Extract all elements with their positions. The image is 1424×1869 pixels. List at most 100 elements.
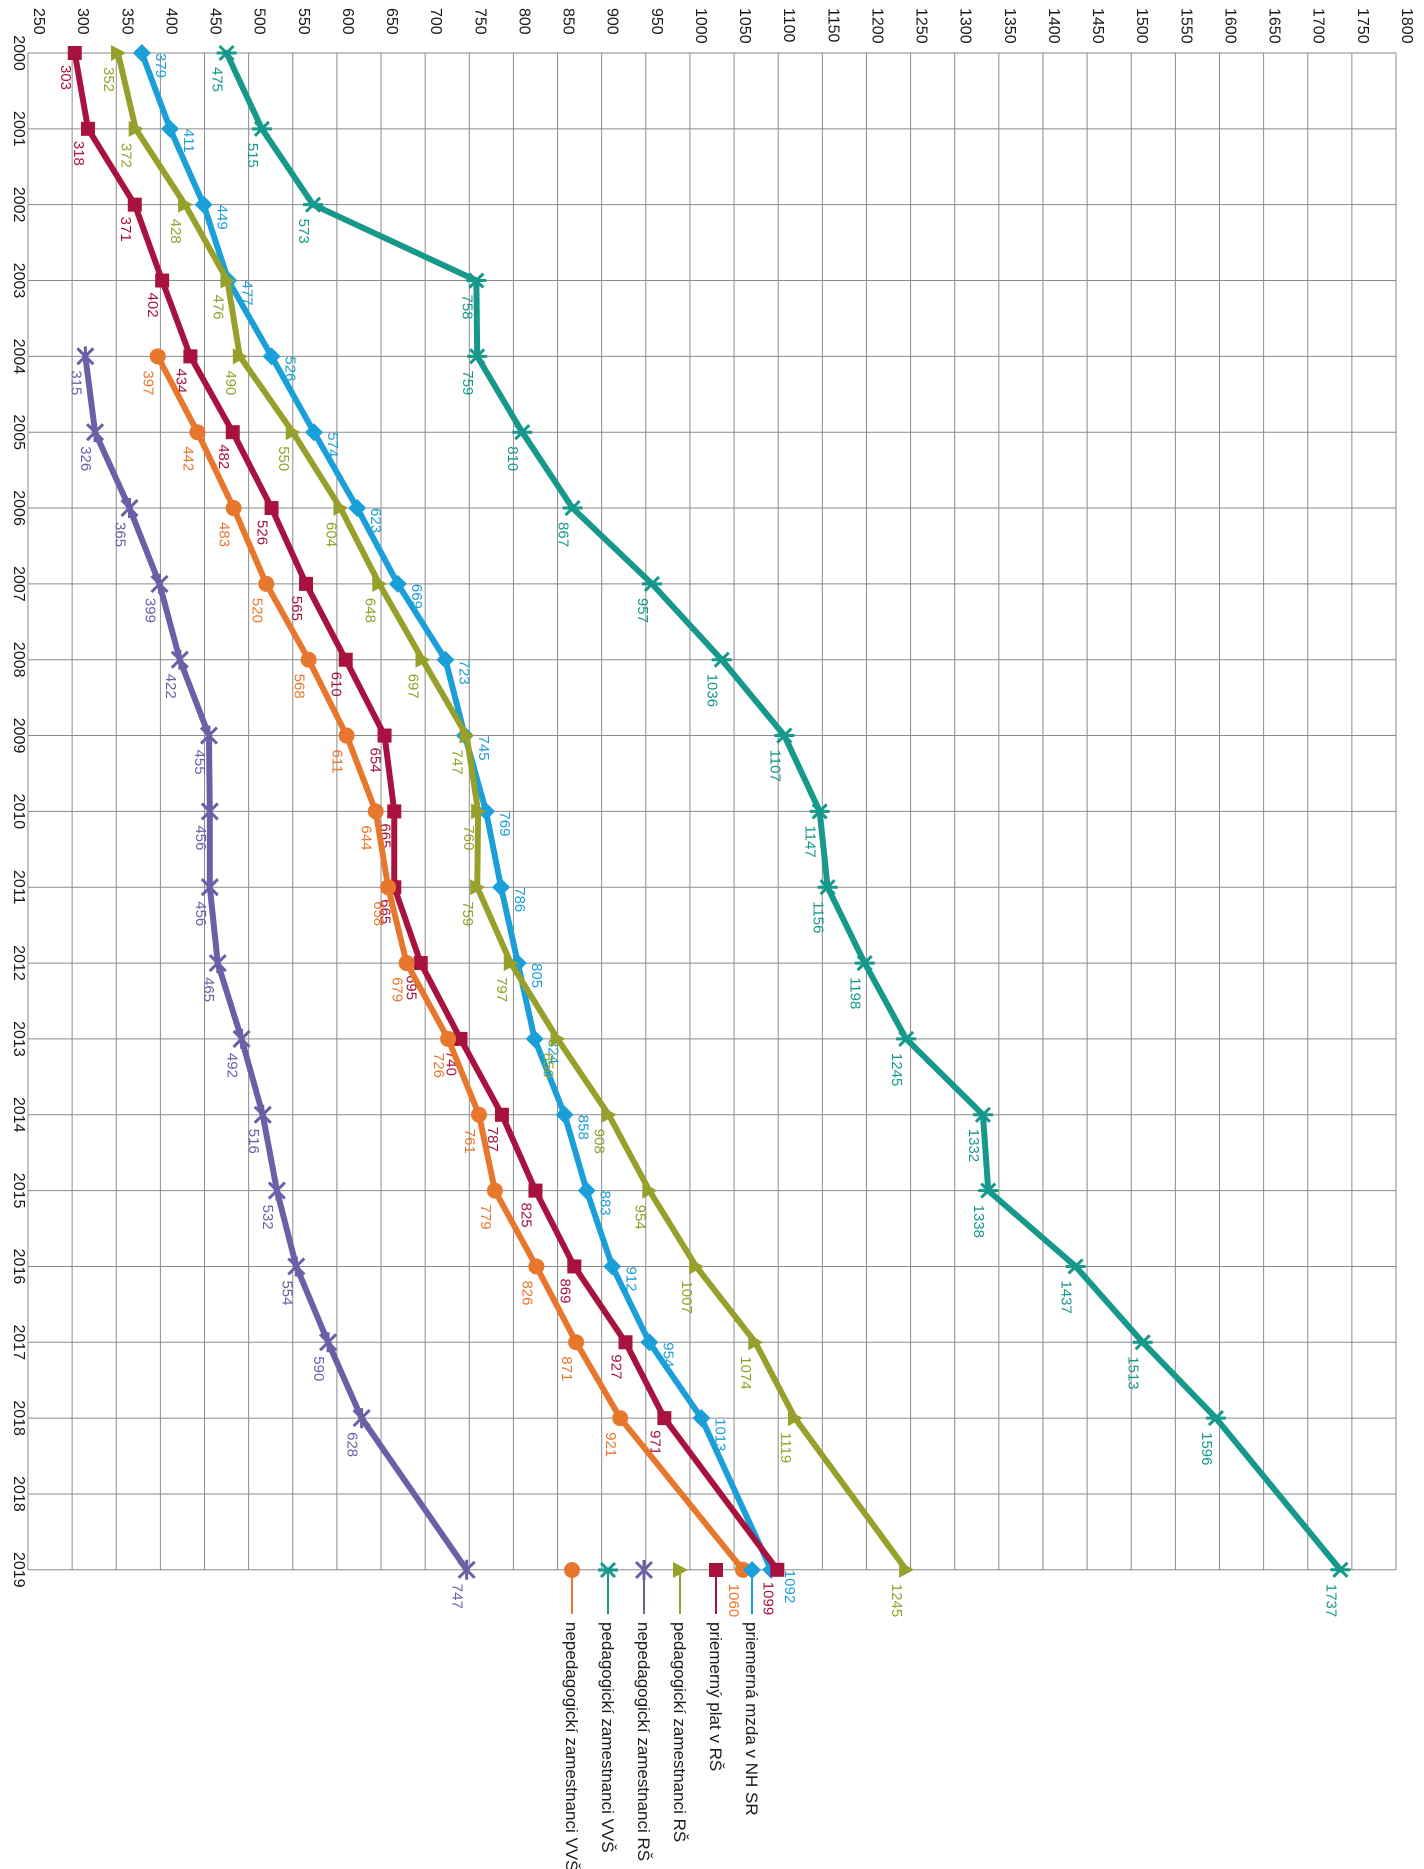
category-tick-label: 2007	[10, 566, 27, 602]
data-label: 679	[389, 977, 406, 1002]
data-label: 726	[430, 1053, 447, 1078]
category-tick-label: 2015	[10, 1173, 27, 1209]
data-point	[319, 1332, 338, 1353]
data-label: 554	[278, 1280, 295, 1305]
data-label: 779	[477, 1205, 494, 1230]
data-label: 1074	[737, 1356, 754, 1389]
data-point	[512, 424, 533, 441]
data-point	[208, 953, 227, 974]
legend-label: nepedagogickí zamestnanci RŠ	[634, 1622, 653, 1861]
data-label: 957	[634, 598, 651, 623]
data-label: 1198	[847, 977, 864, 1009]
series-line	[154, 353, 746, 1573]
value-tick-label: 1800	[1398, 8, 1415, 44]
data-point	[287, 1256, 306, 1277]
legend-item: priemerná mzda v NH SR	[742, 1561, 761, 1816]
data-label: 475	[209, 67, 226, 92]
data-point	[528, 1183, 543, 1198]
legend-marker	[709, 1563, 723, 1577]
category-tick-label: 2003	[10, 263, 27, 299]
data-point	[178, 196, 194, 213]
data-label: 456	[192, 825, 209, 850]
value-tick-label: 1600	[1221, 8, 1238, 44]
data-point	[413, 956, 428, 971]
legend-label: pedagogickí zamestnanci RŠ	[670, 1622, 689, 1842]
data-point	[896, 1030, 917, 1047]
data-label: 867	[555, 522, 572, 547]
data-label: 352	[100, 67, 117, 92]
data-label: 786	[511, 887, 528, 912]
data-point	[550, 1030, 566, 1047]
value-tick-label: 250	[30, 8, 47, 35]
data-point	[748, 1334, 764, 1351]
data-point	[388, 574, 407, 593]
data-label: 520	[248, 598, 265, 623]
data-point	[225, 500, 242, 517]
data-point	[562, 499, 583, 517]
data-label: 912	[622, 1266, 639, 1291]
legend-item: pedagogickí zamestnanci RŠ	[670, 1562, 689, 1842]
data-label: 1338	[970, 1205, 987, 1238]
value-tick-label: 1500	[1133, 8, 1150, 44]
data-label: 326	[77, 446, 94, 471]
data-label: 1245	[888, 1584, 905, 1617]
data-label: 797	[493, 977, 510, 1002]
data-label: 573	[295, 219, 312, 244]
data-label: 1332	[965, 1129, 982, 1162]
value-tick-label: 950	[648, 8, 665, 35]
data-label: 365	[111, 522, 128, 547]
data-point	[817, 879, 838, 896]
data-point	[642, 1182, 658, 1199]
data-point	[689, 1258, 705, 1275]
data-point	[200, 877, 219, 898]
value-tick-label: 650	[383, 8, 400, 35]
data-label: 492	[224, 1053, 241, 1078]
data-label: 515	[244, 143, 261, 168]
data-label: 1013	[711, 1418, 728, 1451]
data-point	[567, 1259, 582, 1274]
data-point	[170, 649, 189, 670]
data-point	[348, 499, 367, 518]
data-point	[398, 955, 415, 972]
data-point	[1205, 1410, 1226, 1427]
value-tick-label: 1400	[1045, 8, 1062, 44]
data-point	[149, 348, 166, 365]
data-point	[568, 1334, 585, 1351]
data-label: 318	[70, 141, 87, 166]
data-point	[528, 1258, 545, 1275]
data-point	[251, 120, 272, 137]
data-label: 628	[344, 1432, 361, 1457]
data-point	[770, 1562, 785, 1577]
data-point	[601, 1106, 617, 1123]
category-tick-label: 2006	[10, 490, 27, 526]
data-point	[189, 424, 206, 441]
data-label: 1513	[1125, 1356, 1142, 1389]
data-label: 465	[200, 977, 217, 1002]
value-tick-label: 1450	[1089, 8, 1106, 44]
data-point	[618, 1335, 633, 1350]
data-point	[380, 879, 397, 896]
data-point	[641, 575, 662, 592]
data-point	[183, 349, 198, 364]
data-point	[415, 651, 431, 668]
data-point	[486, 1182, 503, 1199]
data-label: 397	[140, 370, 157, 395]
category-tick-label: 2009	[10, 718, 27, 754]
series-triangle: 352 372 428 476 490 550 604 648 697 747 760 759 797 8…	[100, 45, 915, 1617]
data-label: 399	[142, 598, 159, 623]
data-point	[150, 573, 169, 594]
data-label: 526	[254, 520, 271, 545]
data-point	[692, 1409, 711, 1428]
data-point	[338, 652, 353, 667]
data-label: 669	[408, 584, 425, 609]
category-tick-label: 2004	[10, 339, 27, 375]
data-label: 697	[405, 674, 422, 699]
data-point	[1330, 1561, 1351, 1578]
data-point	[262, 347, 281, 366]
category-tick-label: 2001	[10, 111, 27, 147]
data-point	[525, 1029, 544, 1048]
data-point	[555, 1105, 574, 1124]
category-tick-label: 2011	[10, 870, 27, 905]
data-point	[303, 196, 324, 213]
